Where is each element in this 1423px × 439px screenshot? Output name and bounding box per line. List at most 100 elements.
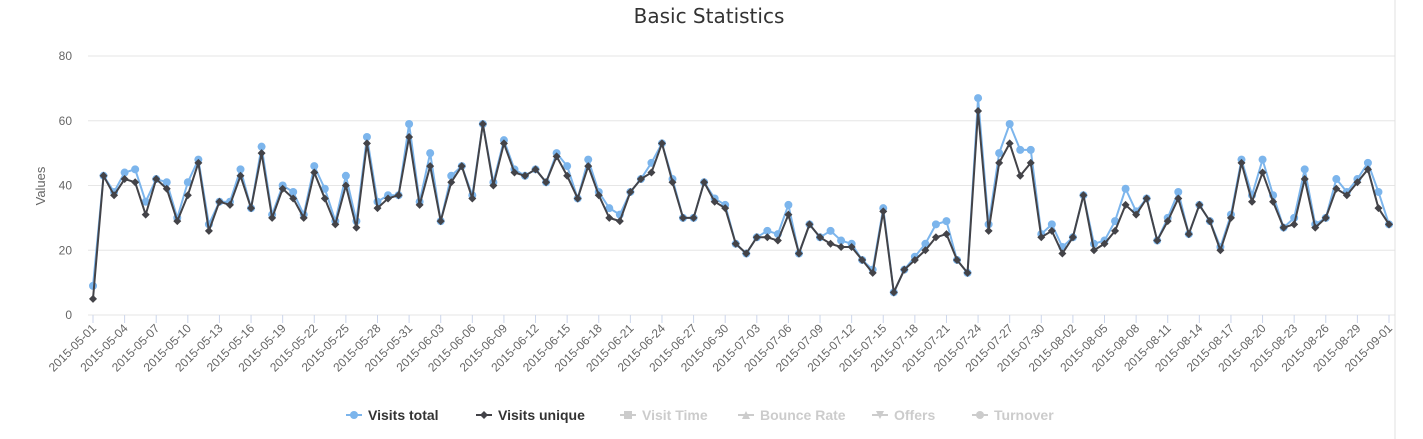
data-point[interactable] — [710, 197, 719, 206]
legend-item-visit-time[interactable]: Visit Time — [620, 407, 708, 423]
data-point[interactable] — [689, 213, 698, 222]
data-point[interactable] — [1058, 249, 1067, 258]
data-point[interactable] — [974, 94, 983, 103]
data-point[interactable] — [468, 194, 477, 203]
data-point[interactable] — [605, 213, 614, 222]
data-point[interactable] — [1026, 158, 1035, 167]
data-point[interactable] — [152, 175, 161, 184]
data-point[interactable] — [1332, 175, 1341, 184]
data-point[interactable] — [921, 246, 930, 255]
data-point[interactable] — [1016, 145, 1025, 154]
data-point[interactable] — [584, 155, 593, 164]
data-point[interactable] — [141, 210, 150, 219]
data-point[interactable] — [1195, 200, 1204, 209]
data-point[interactable] — [426, 162, 435, 171]
data-point[interactable] — [879, 207, 888, 216]
data-point[interactable] — [204, 226, 213, 235]
data-point[interactable] — [1142, 194, 1151, 203]
data-point[interactable] — [141, 197, 150, 206]
data-point[interactable] — [837, 236, 846, 245]
data-point[interactable] — [162, 178, 171, 187]
data-point[interactable] — [447, 178, 456, 187]
data-point[interactable] — [341, 181, 350, 190]
data-point[interactable] — [1111, 226, 1120, 235]
data-point[interactable] — [784, 200, 793, 209]
data-point[interactable] — [615, 217, 624, 226]
data-point[interactable] — [668, 178, 677, 187]
data-point[interactable] — [1363, 158, 1372, 167]
data-point[interactable] — [1279, 223, 1288, 232]
data-point[interactable] — [1342, 191, 1351, 200]
data-point[interactable] — [426, 149, 435, 158]
data-point[interactable] — [826, 239, 835, 248]
data-point[interactable] — [1132, 210, 1141, 219]
data-point[interactable] — [594, 191, 603, 200]
data-point[interactable] — [1300, 165, 1309, 174]
data-point[interactable] — [521, 171, 529, 180]
data-point[interactable] — [974, 107, 983, 116]
data-point[interactable] — [963, 268, 972, 277]
data-point[interactable] — [236, 165, 245, 174]
data-point[interactable] — [858, 255, 867, 264]
data-point[interactable] — [257, 142, 266, 151]
data-point[interactable] — [657, 139, 666, 148]
data-point[interactable] — [573, 194, 582, 203]
data-point[interactable] — [773, 236, 782, 245]
data-point[interactable] — [900, 265, 909, 274]
data-point[interactable] — [1321, 213, 1330, 222]
data-point[interactable] — [331, 220, 340, 229]
data-point[interactable] — [362, 139, 371, 148]
data-point[interactable] — [194, 158, 203, 167]
data-point[interactable] — [236, 171, 245, 180]
data-point[interactable] — [1089, 246, 1098, 255]
data-point[interactable] — [352, 223, 361, 232]
data-point[interactable] — [173, 217, 182, 226]
data-point[interactable] — [310, 168, 319, 177]
data-point[interactable] — [320, 184, 329, 193]
data-point[interactable] — [584, 162, 593, 171]
data-point[interactable] — [552, 152, 561, 161]
data-point[interactable] — [1068, 233, 1077, 242]
data-point[interactable] — [1290, 220, 1299, 229]
data-point[interactable] — [1237, 158, 1246, 167]
data-point[interactable] — [478, 119, 487, 128]
data-point[interactable] — [837, 243, 846, 252]
data-point[interactable] — [953, 255, 961, 264]
data-point[interactable] — [299, 213, 308, 222]
legend-item-visits-unique[interactable]: Visits unique — [476, 407, 585, 423]
data-point[interactable] — [457, 162, 466, 171]
data-point[interactable] — [742, 249, 751, 258]
data-point[interactable] — [131, 165, 140, 174]
data-point[interactable] — [942, 230, 951, 239]
data-point[interactable] — [889, 288, 898, 297]
data-point[interactable] — [647, 168, 656, 177]
data-point[interactable] — [1205, 217, 1214, 226]
data-point[interactable] — [1026, 145, 1035, 154]
data-point[interactable] — [110, 191, 119, 200]
data-point[interactable] — [1111, 217, 1120, 226]
data-point[interactable] — [531, 165, 540, 174]
data-point[interactable] — [183, 178, 192, 187]
legend-item-offers[interactable]: Offers — [872, 407, 935, 423]
data-point[interactable] — [310, 162, 319, 171]
data-point[interactable] — [1121, 184, 1130, 193]
data-point[interactable] — [1016, 171, 1025, 180]
data-point[interactable] — [995, 149, 1004, 158]
data-point[interactable] — [847, 243, 856, 252]
data-point[interactable] — [1248, 197, 1257, 206]
data-point[interactable] — [1258, 168, 1267, 177]
data-point[interactable] — [489, 181, 498, 190]
data-point[interactable] — [436, 217, 445, 226]
data-point[interactable] — [1363, 165, 1372, 174]
data-point[interactable] — [752, 233, 761, 242]
data-point[interactable] — [1005, 119, 1014, 128]
data-point[interactable] — [931, 220, 940, 229]
data-point[interactable] — [1047, 220, 1056, 229]
data-point[interactable] — [162, 184, 171, 193]
data-point[interactable] — [1100, 239, 1109, 248]
data-point[interactable] — [289, 194, 298, 203]
data-point[interactable] — [1258, 155, 1267, 164]
data-point[interactable] — [942, 217, 951, 226]
data-point[interactable] — [1121, 200, 1130, 209]
data-point[interactable] — [394, 191, 403, 200]
